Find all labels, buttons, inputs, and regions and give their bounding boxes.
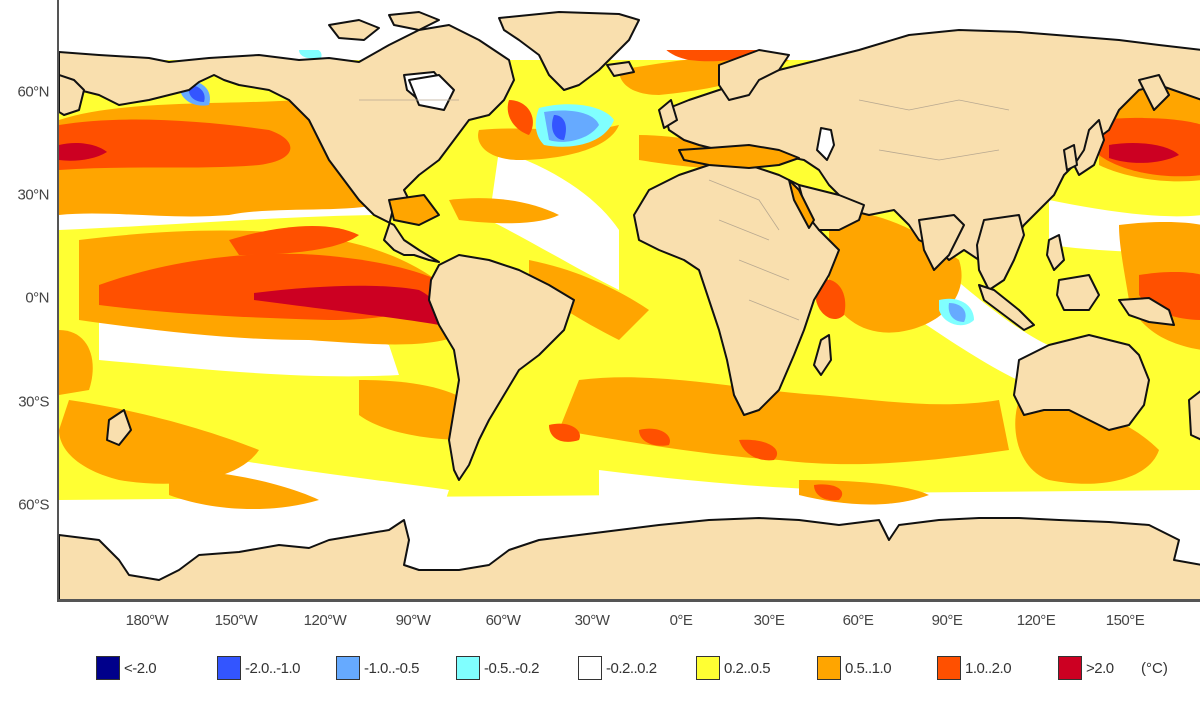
lon-label-90w: 90°W [395,612,431,629]
legend-item-neutral: -0.2..0.2 [578,656,657,680]
lat-label-30n: 30°N [17,186,49,204]
lon-label-180w: 180°W [125,612,169,629]
legend-swatch [96,656,120,680]
legend-swatch [696,656,720,680]
land-masses [59,0,1200,599]
lon-label-150e: 150°E [1105,612,1145,629]
legend-swatch [1058,656,1082,680]
lon-label-120e: 120°E [1016,612,1056,629]
unit-label: (°C) [1141,660,1168,677]
lon-label-150w: 150°W [214,612,258,629]
legend-swatch [578,656,602,680]
lon-label-30w: 30°W [574,612,610,629]
australia [1013,334,1150,431]
legend-swatch [937,656,961,680]
lat-label-60s: 60°S [18,496,49,514]
greenland [498,11,640,91]
lat-label-30s: 30°S [18,393,49,411]
legend-item-10-20: 1.0..2.0 [937,656,1012,680]
lon-label-30e: 30°E [753,612,785,629]
legend-swatch [817,656,841,680]
lon-label-90e: 90°E [931,612,963,629]
legend-item-neg05-neg02: -0.5..-0.2 [456,656,540,680]
legend-item-neg2-neg1: -2.0..-1.0 [217,656,301,680]
lon-label-60w: 60°W [485,612,521,629]
legend-item-neg1-neg05: -1.0..-0.5 [336,656,420,680]
antarctica [59,517,1200,599]
eurasia [663,29,1200,271]
south-america [428,254,575,481]
legend-item-05-10: 0.5..1.0 [817,656,892,680]
lon-label-120w: 120°W [303,612,347,629]
lon-label-0e: 0°E [669,612,693,629]
legend-swatch [456,656,480,680]
lon-label-60e: 60°E [842,612,874,629]
country-borders [359,99,1010,321]
legend-item-02-05: 0.2..0.5 [696,656,771,680]
color-legend: <-2.0 -2.0..-1.0 -1.0..-0.5 -0.5..-0.2 -… [0,656,1200,686]
legend-item-gt-2: >2.0 [1058,656,1114,680]
legend-item-lt-neg2: <-2.0 [96,656,157,680]
lat-label-0n: 0°N [25,289,49,307]
lat-label-60n: 60°N [17,83,49,101]
map-canvas [59,0,1200,599]
legend-swatch [336,656,360,680]
sst-anomaly-map [57,0,1200,602]
legend-swatch [217,656,241,680]
